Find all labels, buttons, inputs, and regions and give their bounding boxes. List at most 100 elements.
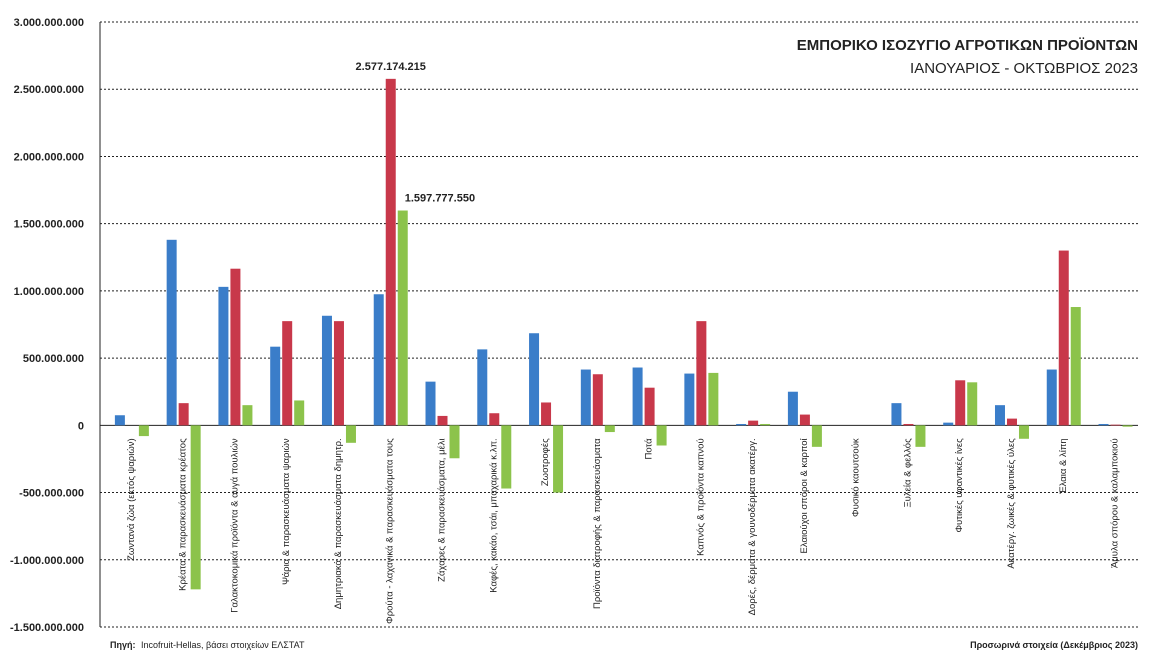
bar [553,425,564,493]
y-tick-label: 2.000.000.000 [14,151,84,163]
bar [437,415,448,426]
y-tick-label: 2.500.000.000 [14,84,84,96]
category-label: Γαλακτοκομικά προϊόντα & αυγά πουλιών [229,438,240,613]
category-label: Ποτά [644,438,655,460]
data-label: 2.577.174.215 [356,61,426,73]
y-tick-label: 1.000.000.000 [14,286,84,298]
y-tick-label: 500.000.000 [23,353,84,365]
bar [580,369,591,426]
category-label: Ζωντανά ζώα (εκτός ψαριών) [126,438,137,561]
bar [943,422,954,426]
bar [1098,423,1109,426]
y-tick-label: 1.500.000.000 [14,219,84,231]
bar [967,382,978,426]
category-label: Ακατέργ. ζωικές & φυτικές ύλες [1006,438,1017,569]
bar [230,268,241,426]
bar [218,286,229,426]
category-label: Ελαιούχοι σπόροι & καρποί [799,437,810,553]
category-label: Ξυλεία & φελλός [902,438,913,508]
data-labels: 2.577.174.215 1.597.777.550 [356,61,476,205]
bar [489,413,500,426]
bar [138,425,149,437]
bar [1046,369,1057,426]
bar [632,367,643,426]
bar [1058,250,1069,426]
bar [915,425,926,447]
category-label: Καπνός & προϊόντα καπνού [695,438,706,556]
y-tick-label: -500.000.000 [19,488,84,500]
y-tick-label: 3.000.000.000 [14,17,84,29]
category-label: Φυσικό καουτσούκ [851,438,862,517]
bar [373,294,384,426]
category-label: Δορές, δέρματα & γουνοδέρματα ακατέργ. [747,438,758,615]
category-label: Προϊόντα διατροφής & παρασκευάσματα [592,438,603,609]
source-line: Πηγή: Incofruit-Hellas, βάσει στοιχείων … [110,640,305,650]
bar [787,391,798,426]
category-label: Άμυλα σπόρου & καλαμποκιού [1110,438,1121,568]
bar [811,425,822,447]
bar [333,321,344,426]
category-label: Φυτικές υφαντικές ίνες [954,438,965,533]
bar [644,387,655,426]
bar [708,372,719,426]
bar [1070,307,1081,426]
bar [345,425,356,443]
category-label: Έλαια & λίπη [1058,438,1069,494]
bar [397,210,408,426]
y-axis: 3.000.000.000 2.500.000.000 2.000.000.000 1… [10,17,84,634]
category-label: Ψάρια & παρασκευάσματα ψαριών [281,438,292,585]
bar [425,381,436,426]
category-label: Ζάχαρες & παρασκευάσματα, μέλι [437,438,448,581]
bar [1122,425,1133,427]
y-tick-label: -1.000.000.000 [10,555,84,567]
y-tick-label: -1.500.000.000 [10,622,84,634]
bar [501,425,512,489]
bar [592,374,603,426]
chart-title: ΕΜΠΟΡΙΚΟ ΙΣΟΖΥΓΙΟ ΑΓΡΟΤΙΚΩΝ ΠΡΟΪΟΝΤΩΝ [797,37,1138,54]
bar [604,425,615,433]
source-label: Πηγή: [110,640,136,650]
bar [178,403,189,426]
bar [477,349,488,426]
data-label: 1.597.777.550 [405,193,475,205]
bar [242,405,253,426]
bar [270,346,281,426]
x-axis-categories: Ζωντανά ζώα (εκτός ψαριών) Κρέατα & παρασ… [126,437,1121,623]
bars [114,78,1133,590]
bar [1018,425,1029,439]
category-label: Ζωοτροφές [540,438,551,486]
category-label: Καφές, κακάο, τσάι, μπαχαρικά κ.λπ. [488,438,499,592]
provisional-note: Προσωρινά στοιχεία (Δεκέμβριος 2023) [970,640,1138,650]
bar [541,402,552,426]
bar [1006,418,1017,426]
bar [955,380,966,426]
gridlines [99,21,1138,628]
source-text: Incofruit-Hellas, βάσει στοιχείων ΕΛΣΤΑΤ [141,640,305,650]
bar [748,420,759,426]
bar [294,400,305,426]
bar [656,425,667,446]
bar [736,423,747,426]
y-tick-label: 0 [78,420,84,432]
bar [385,78,396,426]
bar [799,414,810,426]
bar [1110,424,1121,426]
bar [282,321,293,426]
bar [994,405,1005,426]
bar [449,425,460,459]
bar [696,321,707,426]
bar [891,403,902,426]
category-label: Φρούτα - λαχανικά & παρασκευάσματα τους [385,438,396,624]
bar [190,425,201,590]
bar [760,423,771,426]
chart-subtitle: ΙΑΝΟΥΑΡΙΟΣ - ΟΚΤΩΒΡΙΟΣ 2023 [910,60,1138,77]
bar [684,373,695,426]
bar [166,239,177,426]
bar [321,315,332,426]
bar [114,415,125,426]
category-label: Δημητριακά & παρασκευάσματα δημητρ. [333,438,344,609]
category-label: Κρέατα & παρασκευάσματα κρέατος [178,438,189,591]
bar [529,333,540,426]
bar [903,423,914,426]
